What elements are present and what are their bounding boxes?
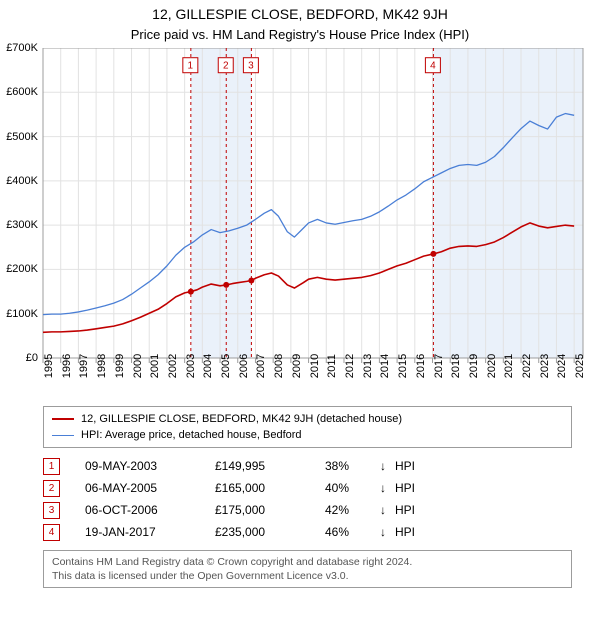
x-tick-label: 2019	[468, 354, 480, 378]
down-arrow-icon: ↓	[380, 503, 395, 517]
transaction-row: 1 09-MAY-2003£149,99538%↓HPI	[43, 455, 572, 477]
x-tick-label: 2010	[309, 354, 321, 378]
chart-area: 1234£0£100K£200K£300K£400K£500K£600K£700…	[0, 48, 600, 400]
x-tick-label: 1998	[96, 354, 108, 378]
x-tick-label: 2001	[149, 354, 161, 378]
tx-marker: 3	[43, 502, 60, 519]
tx-ref: HPI	[395, 481, 415, 495]
down-arrow-icon: ↓	[380, 481, 395, 495]
tx-date: 19-JAN-2017	[85, 525, 215, 539]
x-tick-label: 2012	[344, 354, 356, 378]
x-tick-label: 2018	[450, 354, 462, 378]
x-tick-label: 2002	[167, 354, 179, 378]
transactions-table: 109-MAY-2003£149,99538%↓HPI206-MAY-2005£…	[43, 455, 572, 543]
tx-date: 06-MAY-2005	[85, 481, 215, 495]
tx-date: 06-OCT-2006	[85, 503, 215, 517]
tx-marker: 1	[43, 458, 60, 475]
y-tick-label: £100K	[0, 308, 38, 320]
tx-price: £175,000	[215, 503, 325, 517]
x-tick-label: 2005	[220, 354, 232, 378]
title-sub: Price paid vs. HM Land Registry's House …	[0, 27, 600, 42]
tx-ref: HPI	[395, 503, 415, 517]
x-tick-label: 2013	[362, 354, 374, 378]
x-tick-label: 2022	[521, 354, 533, 378]
x-tick-label: 2020	[486, 354, 498, 378]
legend: 12, GILLESPIE CLOSE, BEDFORD, MK42 9JH (…	[43, 406, 572, 448]
legend-row-subject: 12, GILLESPIE CLOSE, BEDFORD, MK42 9JH (…	[52, 411, 563, 427]
y-tick-label: £400K	[0, 175, 38, 187]
legend-label: 12, GILLESPIE CLOSE, BEDFORD, MK42 9JH (…	[81, 413, 402, 425]
x-tick-label: 2023	[539, 354, 551, 378]
y-tick-label: £600K	[0, 86, 38, 98]
legend-label: HPI: Average price, detached house, Bedf…	[81, 429, 302, 441]
x-tick-label: 1999	[114, 354, 126, 378]
x-tick-label: 2006	[238, 354, 250, 378]
y-tick-label: £300K	[0, 219, 38, 231]
x-tick-label: 2017	[433, 354, 445, 378]
x-tick-label: 1995	[43, 354, 55, 378]
tx-ratio: 46%	[325, 525, 380, 539]
x-tick-label: 2003	[185, 354, 197, 378]
x-tick-label: 2009	[291, 354, 303, 378]
tx-price: £149,995	[215, 459, 325, 473]
chart-titles: 12, GILLESPIE CLOSE, BEDFORD, MK42 9JH P…	[0, 0, 600, 42]
svg-text:1: 1	[188, 61, 194, 72]
footer-attribution: Contains HM Land Registry data © Crown c…	[43, 550, 572, 588]
svg-text:3: 3	[248, 61, 254, 72]
tx-ratio: 38%	[325, 459, 380, 473]
svg-text:2: 2	[223, 61, 229, 72]
footer-line: This data is licensed under the Open Gov…	[52, 569, 563, 583]
x-tick-label: 2015	[397, 354, 409, 378]
svg-text:4: 4	[430, 61, 436, 72]
tx-price: £235,000	[215, 525, 325, 539]
y-tick-label: £500K	[0, 131, 38, 143]
transaction-row: 2 06-MAY-2005£165,00040%↓HPI	[43, 477, 572, 499]
tx-ratio: 40%	[325, 481, 380, 495]
footer-line: Contains HM Land Registry data © Crown c…	[52, 555, 563, 569]
tx-ref: HPI	[395, 525, 415, 539]
x-tick-label: 2008	[273, 354, 285, 378]
x-tick-label: 2000	[132, 354, 144, 378]
tx-price: £165,000	[215, 481, 325, 495]
x-tick-label: 2007	[255, 354, 267, 378]
down-arrow-icon: ↓	[380, 525, 395, 539]
transaction-row: 3 06-OCT-2006£175,00042%↓HPI	[43, 499, 572, 521]
y-tick-label: £700K	[0, 42, 38, 54]
y-tick-label: £200K	[0, 263, 38, 275]
x-tick-label: 2021	[503, 354, 515, 378]
legend-row-hpi: HPI: Average price, detached house, Bedf…	[52, 427, 563, 443]
x-tick-label: 2011	[326, 354, 338, 378]
x-tick-label: 1997	[78, 354, 90, 378]
x-tick-label: 2004	[202, 354, 214, 378]
down-arrow-icon: ↓	[380, 459, 395, 473]
tx-ratio: 42%	[325, 503, 380, 517]
tx-marker: 4	[43, 524, 60, 541]
title-main: 12, GILLESPIE CLOSE, BEDFORD, MK42 9JH	[0, 6, 600, 22]
transaction-row: 4 19-JAN-2017£235,00046%↓HPI	[43, 521, 572, 543]
tx-marker: 2	[43, 480, 60, 497]
x-tick-label: 2025	[574, 354, 586, 378]
x-tick-label: 2024	[556, 354, 568, 378]
legend-swatch	[52, 435, 74, 436]
tx-ref: HPI	[395, 459, 415, 473]
x-tick-label: 1996	[61, 354, 73, 378]
tx-date: 09-MAY-2003	[85, 459, 215, 473]
x-tick-label: 2016	[415, 354, 427, 378]
y-tick-label: £0	[0, 352, 38, 364]
legend-swatch	[52, 418, 74, 420]
x-tick-label: 2014	[379, 354, 391, 378]
